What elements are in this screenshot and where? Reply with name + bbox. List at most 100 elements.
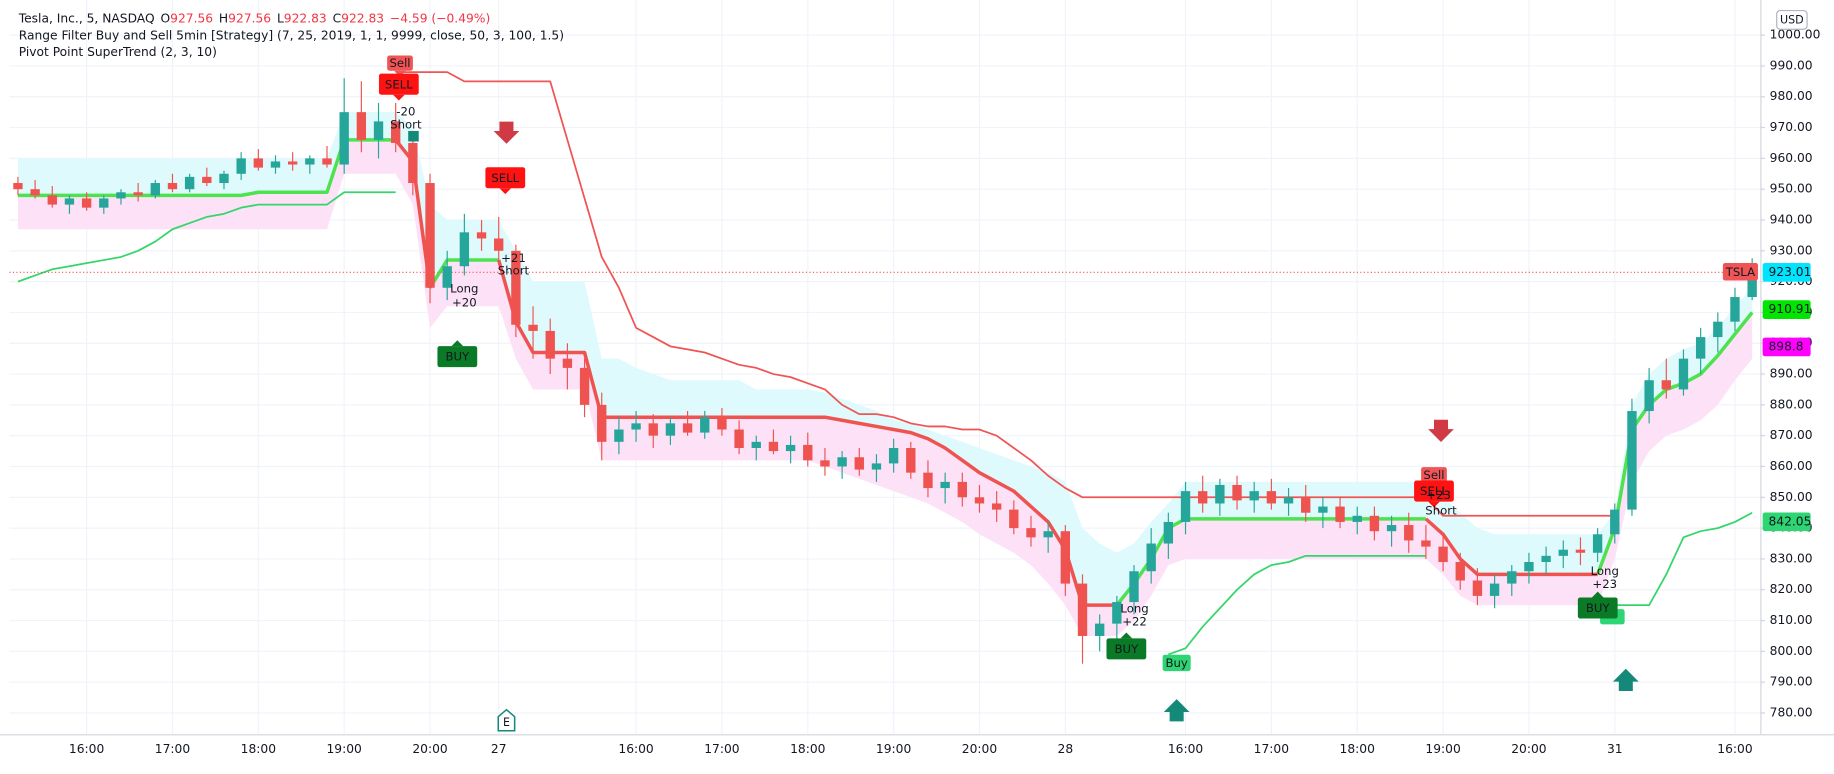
y-tick-label: 830.00 — [1770, 551, 1813, 565]
candle-body — [1009, 509, 1019, 529]
ohlc-key: O — [161, 11, 171, 25]
x-tick-label: 19:00 — [1425, 742, 1460, 756]
candle-body — [116, 192, 126, 199]
candle-body — [1301, 497, 1311, 513]
sell-arrow — [1428, 419, 1454, 442]
candle-body — [167, 183, 178, 190]
candle-body — [202, 176, 212, 184]
y-tick-label: 970.00 — [1770, 120, 1813, 134]
ohlc-value: 927.56 — [228, 11, 271, 25]
x-tick-label: 16:00 — [618, 742, 653, 756]
candle-body — [442, 266, 452, 288]
signal-box — [437, 346, 478, 368]
candle-body — [1558, 549, 1568, 556]
x-tick-label: 19:00 — [876, 742, 911, 756]
price-tag — [1762, 262, 1811, 282]
candle-body — [1592, 534, 1603, 553]
candle-body — [1129, 571, 1139, 603]
candle-body — [1627, 411, 1637, 510]
buy-arrow — [1612, 668, 1639, 691]
x-tick-label: 20:00 — [962, 742, 997, 756]
candle-body — [648, 423, 658, 436]
signal-label: Sell — [1423, 468, 1444, 482]
signal-box — [1577, 597, 1618, 619]
candle-body — [1369, 515, 1380, 532]
y-tick-label: 820.00 — [1770, 582, 1813, 596]
currency-button[interactable] — [1776, 9, 1808, 30]
grid — [9, 0, 1761, 735]
candle-body — [940, 481, 950, 489]
symbol-tag-label: TSLA — [1725, 265, 1755, 279]
candle-body — [1094, 623, 1105, 636]
trade-label: +22 — [1122, 615, 1147, 629]
signal-box — [378, 73, 419, 95]
candle-body — [511, 250, 521, 325]
candle-body — [682, 423, 693, 433]
candle-body — [1644, 380, 1654, 412]
candle-body — [425, 183, 435, 288]
candle-body — [1249, 491, 1259, 501]
signal-box — [1162, 654, 1191, 672]
x-tick-label: 16:00 — [1168, 742, 1203, 756]
band-area — [17, 112, 1753, 606]
candle-body — [751, 441, 761, 449]
x-tick-label: 16:00 — [1717, 742, 1752, 756]
candle-body — [13, 183, 23, 190]
candle-body — [219, 173, 229, 184]
candle-body — [133, 192, 143, 196]
candle-body — [476, 232, 487, 239]
ohlc-value: 927.56 — [170, 11, 213, 25]
currency: USD — [1780, 13, 1804, 26]
symbol: Tesla, Inc., 5, NASDAQ — [18, 11, 155, 25]
candle-body — [64, 198, 75, 205]
candle-body — [1163, 521, 1174, 544]
candle-body — [820, 460, 830, 467]
candle-body — [1146, 543, 1156, 572]
ohlc-key: C — [333, 11, 342, 25]
trade-label: Long — [1591, 564, 1619, 578]
sell-arrow — [493, 121, 520, 144]
y-tick-label: 1000.00 — [1770, 28, 1821, 42]
candle-body — [1507, 571, 1517, 584]
candle-body — [1026, 528, 1036, 538]
candle-body — [1386, 525, 1397, 532]
signal-pointer — [1120, 632, 1133, 639]
trade-label: +23 — [1592, 577, 1617, 591]
candle-body — [1318, 506, 1328, 513]
y-tick-label: 860.00 — [1770, 459, 1813, 473]
signal-pointer — [1591, 591, 1604, 598]
x-tick-label: 18:00 — [1340, 742, 1375, 756]
candle-body — [287, 161, 298, 165]
candle-body — [1404, 525, 1414, 541]
candle-body — [1060, 531, 1071, 584]
candle-body — [1747, 272, 1757, 298]
candle-body — [305, 158, 315, 165]
candle-body — [1730, 297, 1740, 322]
candle-body — [150, 183, 160, 196]
price-tag-label: 898.8 — [1769, 339, 1804, 353]
candle-body — [459, 232, 470, 267]
ohlc-key: H — [219, 11, 228, 25]
candle-body — [1198, 491, 1208, 504]
candle-body — [665, 423, 676, 436]
candle-body — [494, 238, 504, 251]
legend-header: Tesla, Inc., 5, NASDAQ O927.56 H927.56 L922… — [18, 11, 564, 59]
candle-body — [579, 367, 590, 405]
candle-body — [30, 189, 40, 196]
trade-label: Long — [450, 281, 478, 295]
signal-label: SELL — [491, 171, 519, 185]
y-tick-label: 950.00 — [1770, 182, 1813, 196]
signal-box — [387, 55, 413, 71]
y-tick-label: 940.00 — [1770, 212, 1813, 226]
trade-label: Long — [1120, 602, 1148, 616]
y-tick-label: 990.00 — [1770, 58, 1813, 72]
candle-body — [1438, 546, 1448, 563]
x-tick-label: 19:00 — [326, 742, 361, 756]
y-tick-label: 800.00 — [1770, 644, 1813, 658]
x-tick-label: 20:00 — [412, 742, 447, 756]
ohlc-value: 922.83 — [341, 11, 384, 25]
price-tag — [1762, 512, 1811, 532]
candle-body — [906, 448, 916, 473]
